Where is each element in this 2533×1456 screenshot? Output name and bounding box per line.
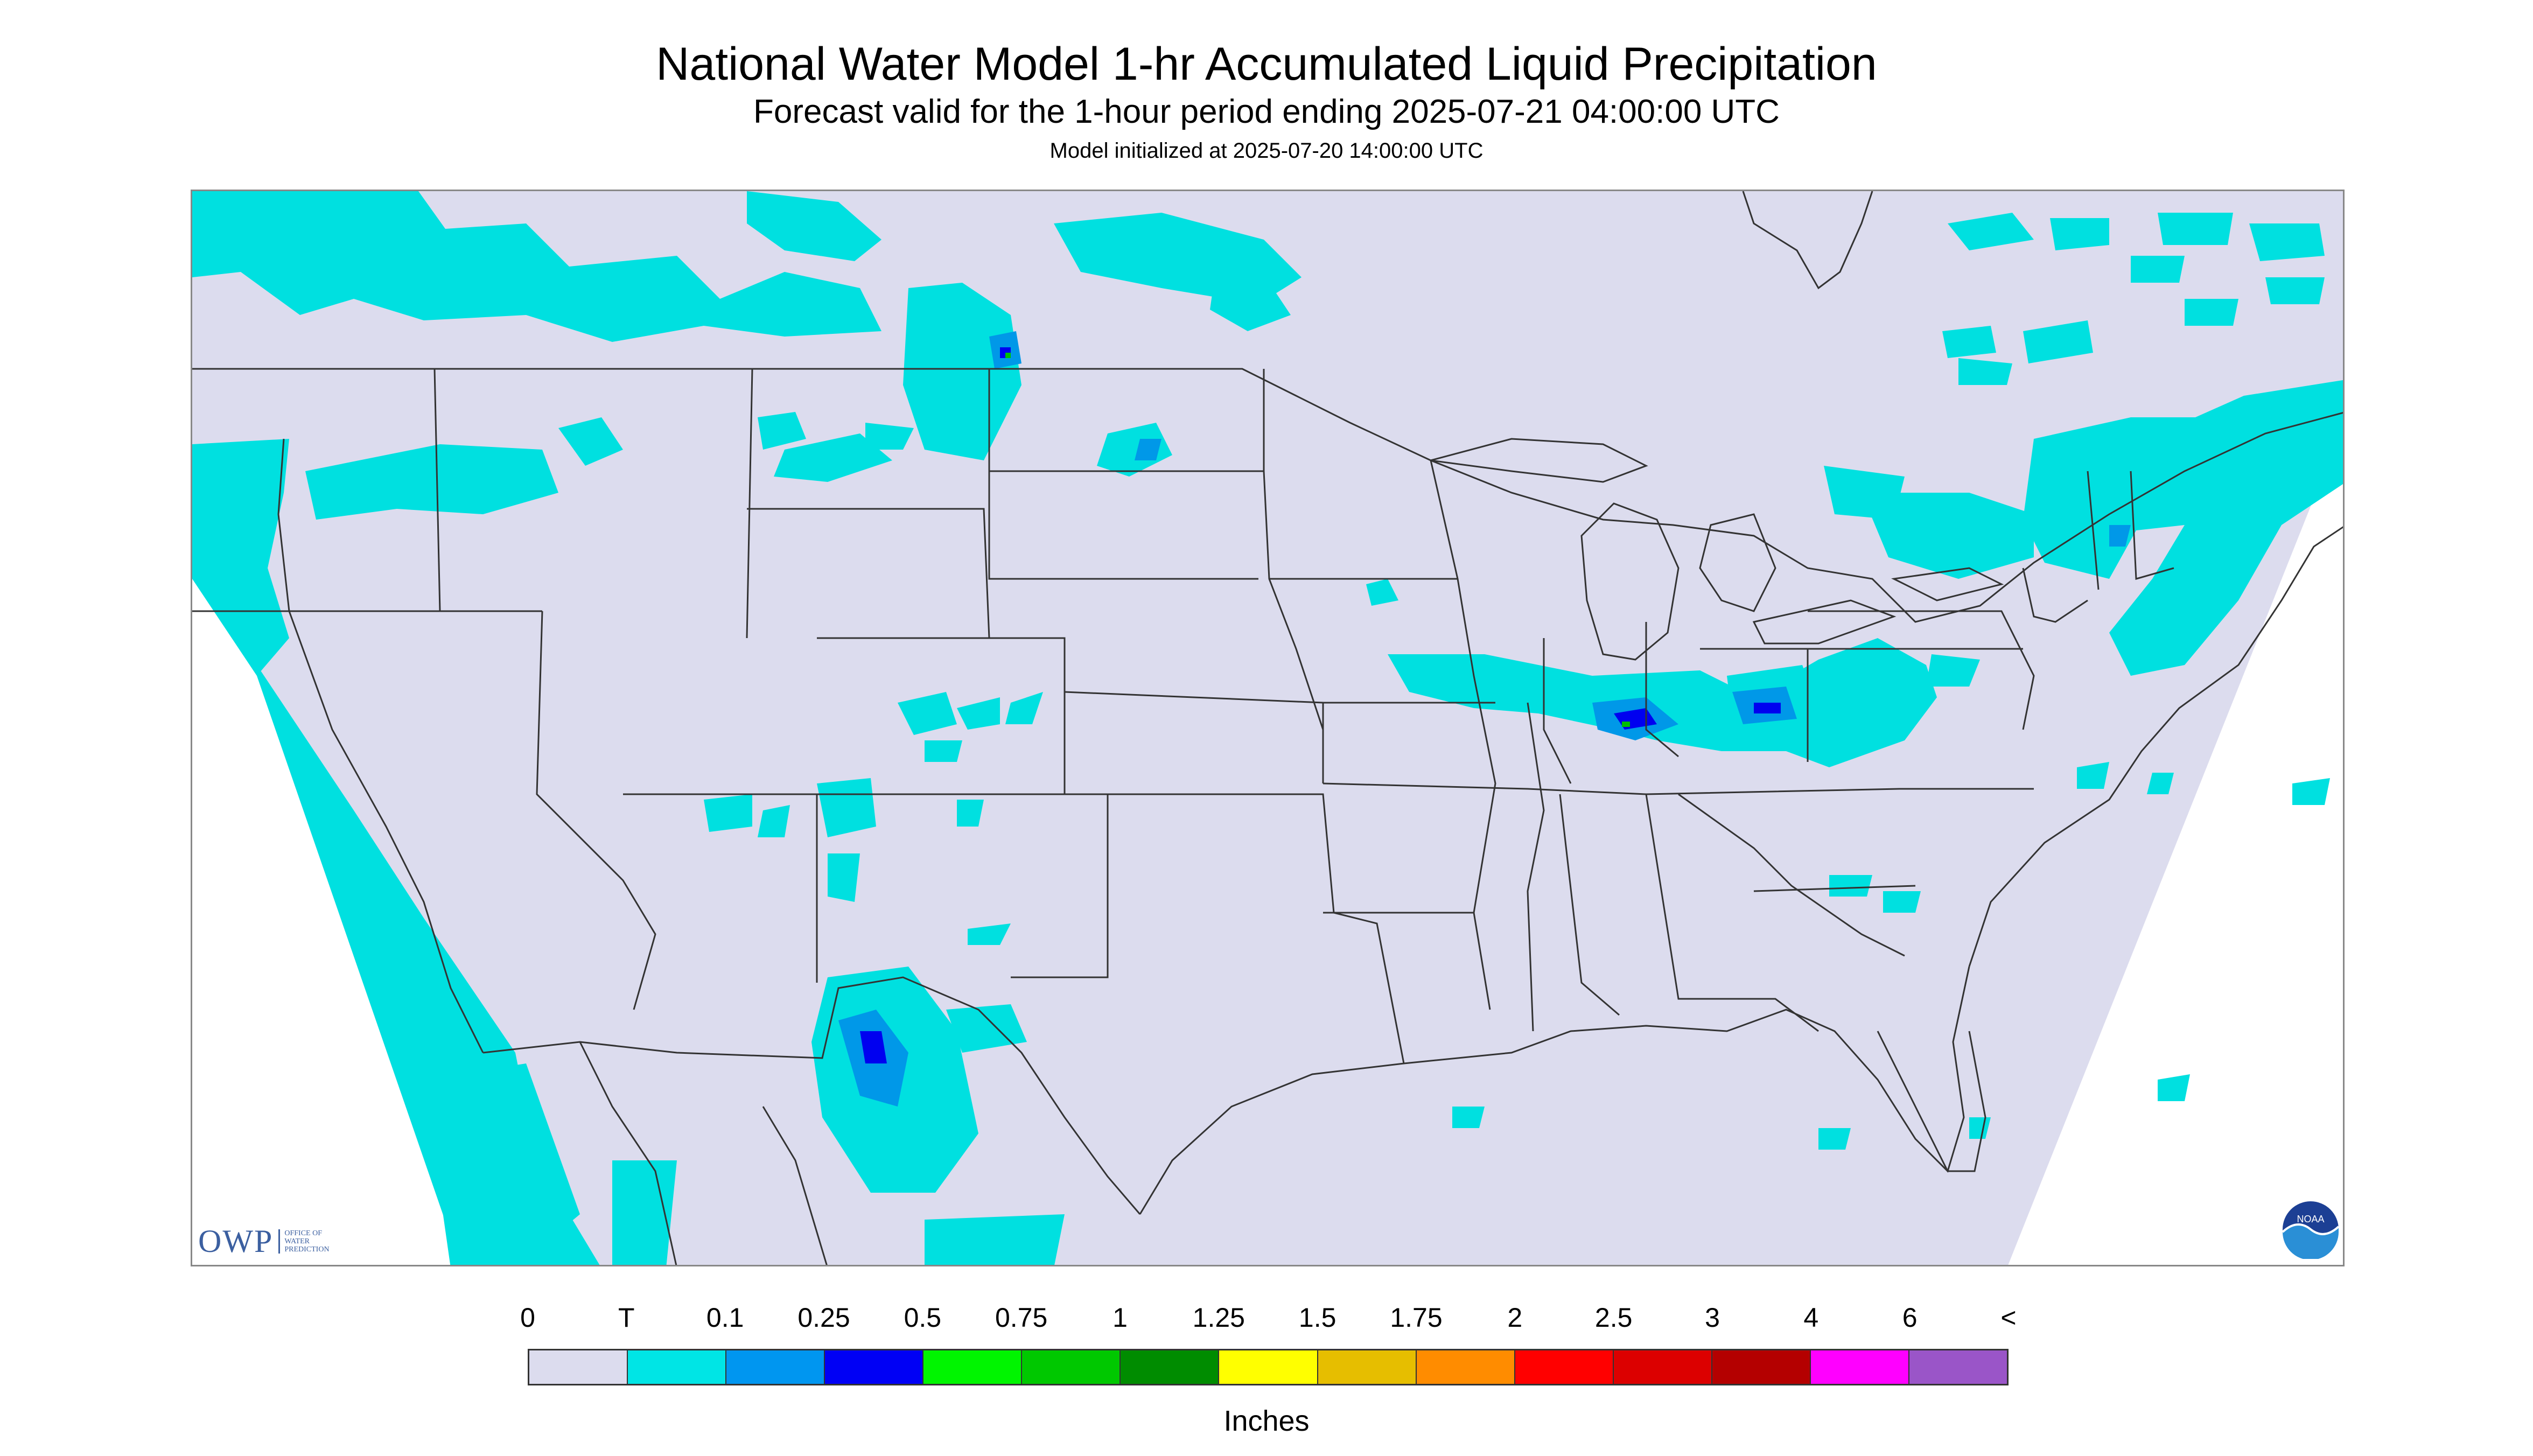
legend-swatch	[1515, 1350, 1614, 1384]
precip-trace-areas	[192, 191, 2343, 1265]
precip-heavy-areas	[1005, 353, 1630, 727]
legend-label: 0.1	[706, 1303, 744, 1333]
legend-swatch	[1022, 1350, 1121, 1384]
legend-label: 0	[520, 1303, 535, 1333]
map-canvas	[192, 191, 2343, 1265]
legend-swatch	[1810, 1350, 1909, 1384]
legend-color-bar	[528, 1349, 2009, 1385]
legend-swatch	[1318, 1350, 1417, 1384]
owp-logo-subtitle: OFFICE OF WATER PREDICTION	[278, 1229, 344, 1254]
legend-swatch	[825, 1350, 924, 1384]
legend-swatch	[1416, 1350, 1515, 1384]
noaa-logo-text: NOAA	[2297, 1214, 2324, 1224]
noaa-logo: NOAA	[2282, 1201, 2340, 1259]
legend-label: 2.5	[1594, 1303, 1633, 1333]
owp-logo-text: OWP	[198, 1223, 274, 1259]
legend-swatch	[529, 1350, 628, 1384]
owp-logo: OWP OFFICE OF WATER PREDICTION	[198, 1222, 344, 1260]
legend-swatch	[1909, 1350, 2007, 1384]
legend-swatch	[628, 1350, 727, 1384]
legend-label: 0.25	[797, 1303, 850, 1333]
legend-unit-label: Inches	[1223, 1405, 1310, 1437]
legend-label: 3	[1705, 1303, 1720, 1333]
legend-swatch	[1613, 1350, 1712, 1384]
legend-swatch	[1712, 1350, 1811, 1384]
legend-label: 0.5	[904, 1303, 942, 1333]
legend-label: 1.75	[1390, 1303, 1443, 1333]
model-domain	[192, 191, 2343, 1265]
legend-label: 1	[1112, 1303, 1128, 1333]
legend-labels: 0 T 0.1 0.25 0.5 0.75 1 1.25 1.5 1.75 2 2.5 3 4 6 <	[0, 1302, 2533, 1334]
legend-label: 0.75	[995, 1303, 1048, 1333]
legend-swatch	[1121, 1350, 1220, 1384]
map-subtitle: Forecast valid for the 1-hour period end…	[753, 93, 1780, 130]
legend-label: 4	[1803, 1303, 1819, 1333]
legend-label: <	[2000, 1303, 2017, 1333]
legend-swatch	[1219, 1350, 1318, 1384]
state-and-country-boundaries	[192, 191, 2343, 1265]
legend-label: 1.25	[1192, 1303, 1245, 1333]
map-title: National Water Model 1-hr Accumulated Li…	[656, 38, 1877, 90]
precipitation-map	[191, 190, 2345, 1266]
legend-swatch	[923, 1350, 1023, 1384]
legend-label: 6	[1902, 1303, 1918, 1333]
legend-label: 2	[1507, 1303, 1523, 1333]
legend-swatch	[726, 1350, 825, 1384]
legend-label: T	[618, 1303, 635, 1333]
legend-label: 1.5	[1298, 1303, 1337, 1333]
model-init-label: Model initialized at 2025-07-20 14:00:00…	[1049, 139, 1484, 163]
